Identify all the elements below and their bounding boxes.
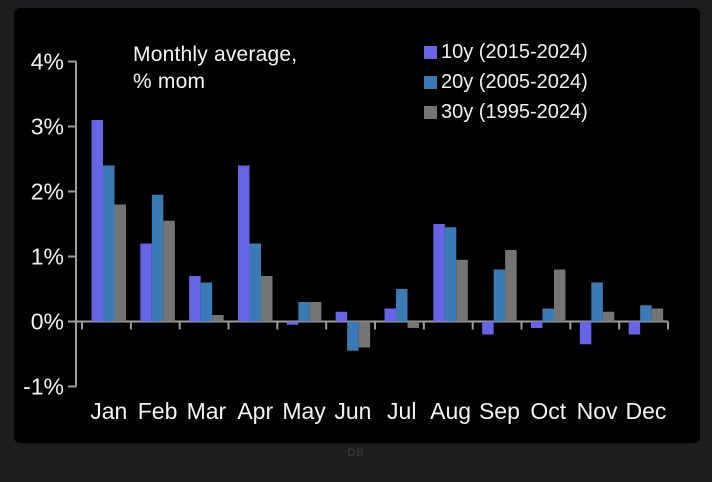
y-axis-tick-label: 2% <box>31 179 64 205</box>
y-axis-tick-label: 3% <box>31 114 64 140</box>
bar-30y-jul <box>407 321 419 328</box>
x-axis-month-label: Jul <box>387 398 416 424</box>
legend-label-20y: 20y (2005-2024) <box>441 71 588 93</box>
bar-30y-nov <box>602 311 615 322</box>
x-axis-month-label: Apr <box>237 398 273 424</box>
chart-title: Monthly average, % mom <box>133 41 297 95</box>
y-axis-tick-label: -1% <box>23 374 64 400</box>
watermark: DB <box>347 447 365 459</box>
legend-swatch-20y-icon <box>424 76 437 89</box>
bar-20y-dec <box>640 305 652 322</box>
bar-10y-dec <box>628 321 641 335</box>
bar-30y-sep <box>505 250 517 322</box>
x-axis-month-label: Feb <box>138 398 178 424</box>
bar-30y-jun <box>358 321 371 348</box>
bar-20y-jun <box>347 321 359 351</box>
chart-title-line2: % mom <box>133 70 206 93</box>
legend: 10y (2015-2024) 20y (2005-2024) 30y (199… <box>424 41 588 124</box>
bar-10y-jan <box>91 120 103 322</box>
bar-10y-jun <box>335 311 348 322</box>
bar-20y-may <box>298 302 310 322</box>
legend-item-10y: 10y (2015-2024) <box>424 41 588 64</box>
x-axis-month-label: Jun <box>334 398 371 424</box>
bar-30y-apr <box>261 276 273 322</box>
bar-30y-may <box>309 302 322 322</box>
x-axis-month-label: Mar <box>187 398 227 424</box>
bar-20y-aug <box>444 227 457 322</box>
x-axis-month-label: Aug <box>430 398 471 424</box>
bar-10y-mar <box>189 276 201 322</box>
bar-30y-aug <box>456 259 468 322</box>
legend-swatch-10y-icon <box>424 46 437 59</box>
x-axis-month-label: Jan <box>90 398 127 424</box>
y-axis-tick-label: 0% <box>31 309 64 335</box>
bar-20y-sep <box>493 269 506 322</box>
bar-10y-jul <box>384 308 396 322</box>
bar-20y-feb <box>151 194 164 322</box>
chart-panel: Monthly average, % mom 10y (2015-2024) 2… <box>14 8 700 443</box>
legend-label-10y: 10y (2015-2024) <box>441 41 588 63</box>
x-axis-month-label: Nov <box>577 398 618 424</box>
bar-10y-oct <box>531 321 543 328</box>
bar-20y-jan <box>103 165 115 322</box>
bar-10y-nov <box>579 321 592 345</box>
bar-10y-sep <box>482 321 494 335</box>
chart-title-line1: Monthly average, <box>133 43 298 66</box>
bar-10y-aug <box>433 224 445 322</box>
bar-20y-jul <box>396 289 408 322</box>
legend-item-30y: 30y (1995-2024) <box>424 101 588 124</box>
bar-20y-nov <box>591 282 603 322</box>
y-axis-tick-label: 4% <box>31 49 64 75</box>
x-axis-month-label: Dec <box>625 398 666 424</box>
legend-label-30y: 30y (1995-2024) <box>441 101 588 123</box>
bar-30y-feb <box>163 220 175 322</box>
bar-10y-feb <box>140 243 152 322</box>
x-axis-month-label: Sep <box>479 398 520 424</box>
bar-10y-apr <box>238 165 250 322</box>
bar-30y-jan <box>114 204 126 322</box>
legend-item-20y: 20y (2005-2024) <box>424 71 588 94</box>
bar-30y-mar <box>212 315 224 322</box>
bar-10y-may <box>286 321 299 325</box>
y-axis-tick-label: 1% <box>31 244 64 270</box>
x-axis-month-label: Oct <box>530 398 566 424</box>
bar-20y-oct <box>542 308 554 322</box>
x-axis-month-label: May <box>282 398 326 424</box>
bar-20y-mar <box>200 282 213 322</box>
bar-chart-plot: 4% 3% 2% 1% 0% -1% Jan Feb Mar Apr May Jun Jul Aug Sep… <box>23 49 669 424</box>
legend-swatch-30y-icon <box>424 106 437 119</box>
bar-20y-apr <box>249 243 261 322</box>
bar-30y-oct <box>554 269 566 322</box>
bar-30y-dec <box>651 308 664 322</box>
